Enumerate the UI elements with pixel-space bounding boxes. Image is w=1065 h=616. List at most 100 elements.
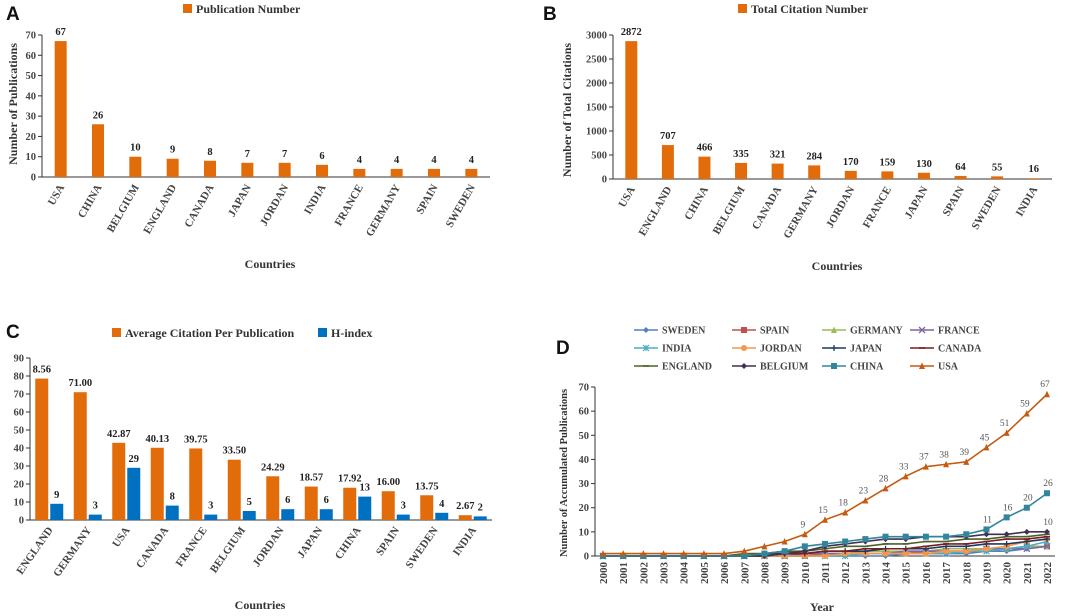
legend-label: SWEDEN — [662, 326, 706, 337]
data-label: 10 — [130, 143, 141, 154]
y-tick-label: 60 — [14, 408, 25, 419]
bar — [50, 503, 64, 520]
panel-a-letter: A — [6, 4, 20, 25]
category-label: JAPAN — [903, 184, 931, 221]
data-label: 284 — [806, 151, 823, 162]
point-marker — [1003, 531, 1010, 538]
legend-item-spain: SPAIN — [732, 326, 790, 337]
point-label: 67 — [1040, 380, 1050, 390]
data-label: 55 — [992, 162, 1003, 173]
data-label: 2872 — [621, 27, 642, 38]
y-tick-label: 60 — [579, 407, 590, 418]
legend-label: GERMANY — [850, 326, 904, 337]
point-label: 20 — [1023, 494, 1033, 504]
y-tick-label: 50 — [579, 431, 590, 442]
point-marker — [842, 538, 849, 545]
point-marker — [983, 526, 990, 533]
x-tick-label: 2005 — [699, 562, 711, 585]
y-tick-label: 0 — [31, 173, 36, 184]
bar — [353, 168, 366, 177]
panel-d-letter: D — [556, 338, 570, 359]
category-label: FRANCE — [174, 525, 210, 569]
point-marker — [922, 533, 929, 540]
panel-a: A Publication Number Number of Publicati… — [6, 2, 301, 271]
point-marker — [831, 345, 837, 351]
category-label: ENGLAND — [14, 525, 55, 577]
y-tick-label: 70 — [579, 383, 590, 394]
panel-c-legend-swatch-hindex — [318, 328, 327, 337]
x-tick-label: 2013 — [860, 562, 872, 585]
legend-item-india: INDIA — [634, 344, 692, 355]
point-marker — [963, 531, 970, 538]
x-tick-label: 2009 — [780, 562, 792, 585]
point-marker — [741, 327, 747, 333]
point-marker — [831, 363, 837, 369]
x-tick-label: 2022 — [1042, 562, 1054, 585]
data-label: 2 — [478, 502, 483, 513]
point-label: 33 — [899, 462, 909, 472]
category-label: BELGIUM — [208, 524, 249, 575]
point-marker — [700, 550, 707, 557]
data-label: 13.75 — [415, 481, 439, 492]
legend-label: ENGLAND — [662, 362, 712, 373]
point-marker — [943, 533, 950, 540]
bar — [150, 447, 164, 520]
data-label: 64 — [955, 162, 966, 173]
category-label: JAPAN — [226, 182, 254, 219]
category-label: FRANCE — [333, 183, 366, 229]
legend-item-belgium: BELGIUM — [732, 362, 809, 373]
point-marker — [1044, 490, 1050, 497]
point-label: 9 — [800, 520, 805, 530]
y-tick-label: 70 — [26, 31, 37, 42]
panel-a-title: Publication Number — [196, 2, 301, 16]
bar — [241, 162, 254, 177]
point-marker — [600, 550, 606, 557]
data-label: 466 — [697, 143, 713, 154]
data-label: 6 — [324, 495, 329, 506]
bar — [266, 476, 280, 520]
bar — [1027, 178, 1040, 179]
bar — [917, 172, 930, 179]
chart-b-axes: 0 500 1000 1500 2000 2500 3000 — [586, 31, 1052, 186]
data-label: 6 — [319, 151, 324, 162]
x-tick-label: 2004 — [679, 562, 691, 585]
bar — [204, 514, 218, 520]
y-tick-label: 20 — [579, 503, 590, 514]
point-marker — [1003, 540, 1010, 547]
data-label: 159 — [880, 157, 896, 168]
data-label: 4 — [357, 155, 363, 166]
bar — [420, 495, 434, 520]
category-label: SPAIN — [941, 184, 968, 218]
point-marker — [862, 496, 869, 504]
panel-c-letter: C — [6, 322, 20, 343]
point-marker — [882, 533, 889, 540]
category-label: GERMANY — [51, 525, 94, 579]
bar — [316, 164, 328, 177]
point-marker — [781, 548, 788, 555]
x-tick-label: 2011 — [820, 562, 832, 583]
data-label: 13 — [360, 483, 371, 494]
x-tick-label: 2018 — [961, 562, 973, 585]
category-label: USA — [110, 525, 132, 550]
y-tick-label: 10 — [579, 527, 590, 538]
bar — [473, 516, 487, 520]
data-label: 8 — [207, 147, 212, 158]
category-label: ENGLAND — [637, 184, 675, 238]
y-tick-label: 3000 — [586, 31, 607, 42]
bar — [844, 170, 857, 179]
point-label: 11 — [983, 515, 992, 525]
y-tick-label: 90 — [14, 354, 25, 365]
point-marker — [831, 326, 837, 333]
panel-b-x-axis-label: Countries — [812, 259, 863, 273]
point-marker — [741, 547, 748, 555]
bar — [54, 41, 67, 178]
y-tick-label: 0 — [19, 516, 24, 527]
y-tick-label: 50 — [26, 71, 37, 82]
data-label: 16 — [1028, 164, 1039, 175]
bar — [127, 467, 141, 520]
category-label: CANADA — [750, 184, 784, 231]
point-marker — [902, 472, 909, 480]
data-label: 18.57 — [299, 473, 323, 484]
